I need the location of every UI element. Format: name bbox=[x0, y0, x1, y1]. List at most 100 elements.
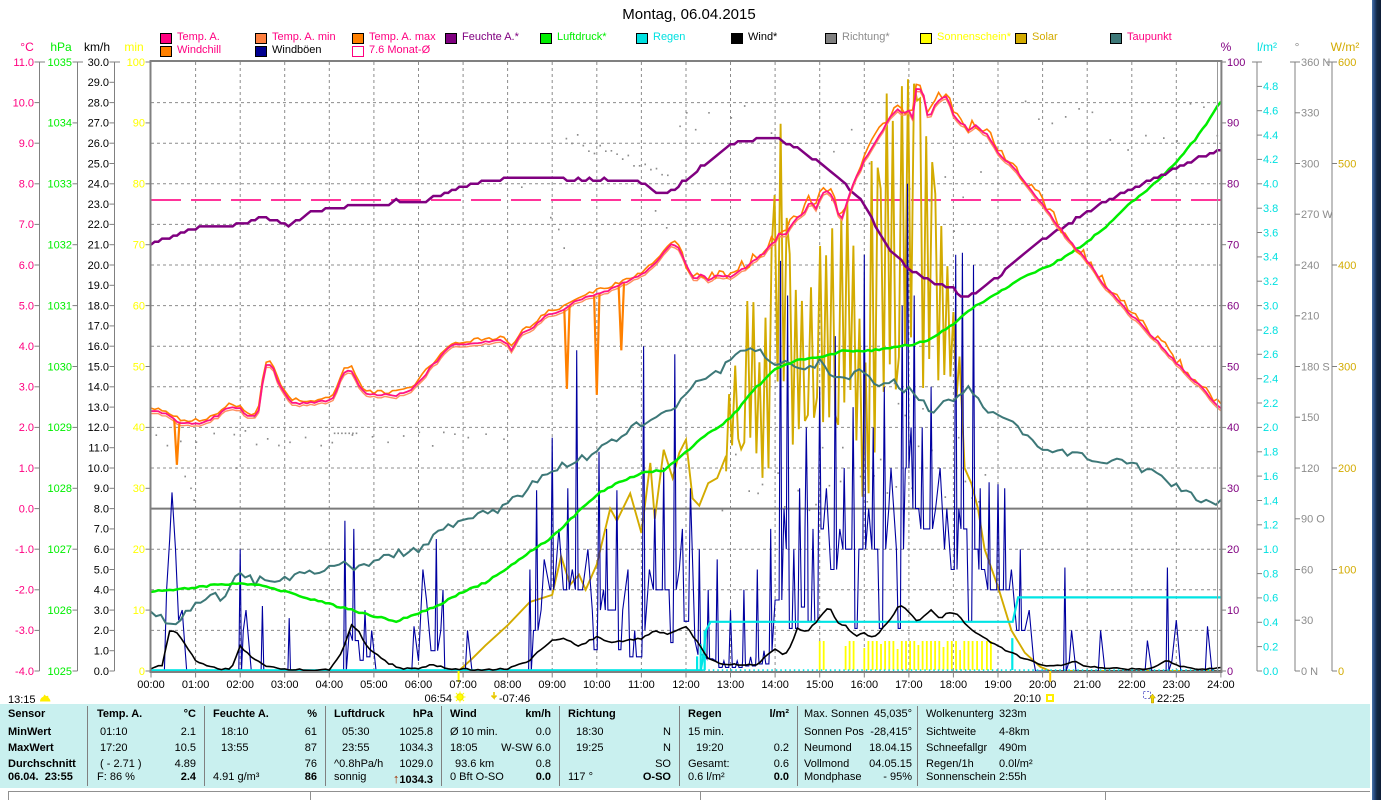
svg-text:10.0: 10.0 bbox=[13, 97, 34, 109]
svg-text:13:15: 13:15 bbox=[8, 694, 36, 706]
svg-text:30: 30 bbox=[133, 483, 145, 495]
svg-text:200: 200 bbox=[1338, 463, 1356, 475]
svg-text:60: 60 bbox=[1301, 564, 1313, 576]
svg-text:210: 210 bbox=[1301, 311, 1319, 323]
svg-text:1033: 1033 bbox=[48, 179, 72, 191]
svg-text:1031: 1031 bbox=[48, 300, 72, 312]
svg-text:4.4: 4.4 bbox=[1263, 130, 1278, 142]
svg-text:23.0: 23.0 bbox=[88, 199, 109, 211]
svg-text:70: 70 bbox=[1227, 240, 1239, 252]
svg-text:4.8: 4.8 bbox=[1263, 81, 1278, 93]
svg-text:12.0: 12.0 bbox=[88, 422, 109, 434]
svg-text:10:00: 10:00 bbox=[583, 679, 611, 691]
svg-text:100: 100 bbox=[1338, 564, 1356, 576]
svg-text:8.0: 8.0 bbox=[19, 179, 34, 191]
svg-text:04:00: 04:00 bbox=[316, 679, 344, 691]
svg-text:240: 240 bbox=[1301, 260, 1319, 272]
svg-text:06:54: 06:54 bbox=[424, 693, 452, 705]
svg-text:300: 300 bbox=[1338, 361, 1356, 373]
svg-text:14:00: 14:00 bbox=[761, 679, 789, 691]
svg-text:20: 20 bbox=[133, 544, 145, 556]
svg-text:min: min bbox=[124, 40, 143, 54]
svg-text:50: 50 bbox=[133, 361, 145, 373]
svg-text:4.0: 4.0 bbox=[94, 585, 109, 597]
svg-text:3.0: 3.0 bbox=[1263, 300, 1278, 312]
svg-text:10.0: 10.0 bbox=[88, 463, 109, 475]
svg-text:hPa: hPa bbox=[50, 40, 72, 54]
svg-text:0.8: 0.8 bbox=[1263, 568, 1278, 580]
svg-text:%: % bbox=[1221, 40, 1232, 54]
svg-text:4.2: 4.2 bbox=[1263, 154, 1278, 166]
svg-text:01:00: 01:00 bbox=[182, 679, 210, 691]
svg-text:1027: 1027 bbox=[48, 544, 72, 556]
svg-text:1034: 1034 bbox=[48, 118, 72, 130]
svg-text:500: 500 bbox=[1338, 158, 1356, 170]
svg-text:24.0: 24.0 bbox=[88, 179, 109, 191]
svg-text:-3.0: -3.0 bbox=[15, 625, 34, 637]
svg-text:1025: 1025 bbox=[48, 666, 72, 678]
svg-text:23:00: 23:00 bbox=[1163, 679, 1191, 691]
svg-text:08:00: 08:00 bbox=[494, 679, 522, 691]
svg-text:W/m²: W/m² bbox=[1331, 40, 1360, 54]
svg-text:270 W: 270 W bbox=[1301, 209, 1333, 221]
svg-text:4.0: 4.0 bbox=[1263, 179, 1278, 191]
svg-text:40: 40 bbox=[1227, 422, 1239, 434]
svg-text:4.6: 4.6 bbox=[1263, 106, 1278, 118]
svg-text:06:00: 06:00 bbox=[405, 679, 433, 691]
svg-text:1.2: 1.2 bbox=[1263, 520, 1278, 532]
svg-text:00:00: 00:00 bbox=[137, 679, 165, 691]
svg-text:27.0: 27.0 bbox=[88, 118, 109, 130]
svg-text:26.0: 26.0 bbox=[88, 138, 109, 150]
svg-text:1.8: 1.8 bbox=[1263, 447, 1278, 459]
svg-text:0: 0 bbox=[1227, 666, 1233, 678]
svg-text:20.0: 20.0 bbox=[88, 260, 109, 272]
svg-text:0.2: 0.2 bbox=[1263, 641, 1278, 653]
svg-text:22.0: 22.0 bbox=[88, 219, 109, 231]
svg-text:10: 10 bbox=[1227, 605, 1239, 617]
svg-text:0.0: 0.0 bbox=[19, 503, 34, 515]
svg-text:29.0: 29.0 bbox=[88, 77, 109, 89]
svg-text:1.6: 1.6 bbox=[1263, 471, 1278, 483]
svg-text:13.0: 13.0 bbox=[88, 402, 109, 414]
svg-text:18.0: 18.0 bbox=[88, 300, 109, 312]
svg-text:100: 100 bbox=[1227, 57, 1245, 69]
svg-text:11.0: 11.0 bbox=[13, 57, 34, 69]
svg-text:02:00: 02:00 bbox=[226, 679, 254, 691]
svg-text:60: 60 bbox=[133, 300, 145, 312]
svg-text:90: 90 bbox=[1227, 118, 1239, 130]
svg-text:90 O: 90 O bbox=[1301, 514, 1325, 526]
svg-text:9.0: 9.0 bbox=[19, 138, 34, 150]
svg-text:14.0: 14.0 bbox=[88, 382, 109, 394]
svg-text:30: 30 bbox=[1301, 615, 1313, 627]
svg-text:1032: 1032 bbox=[48, 240, 72, 252]
svg-text:400: 400 bbox=[1338, 260, 1356, 272]
svg-text:30: 30 bbox=[1227, 483, 1239, 495]
svg-text:8.0: 8.0 bbox=[94, 503, 109, 515]
svg-text:°: ° bbox=[1295, 40, 1300, 54]
svg-text:0.4: 0.4 bbox=[1263, 617, 1278, 629]
svg-text:50: 50 bbox=[1227, 361, 1239, 373]
svg-text:-07:46: -07:46 bbox=[499, 693, 530, 705]
svg-text:13:00: 13:00 bbox=[717, 679, 745, 691]
svg-text:19.0: 19.0 bbox=[88, 280, 109, 292]
svg-text:80: 80 bbox=[1227, 179, 1239, 191]
svg-text:22:25: 22:25 bbox=[1157, 693, 1185, 705]
svg-text:21.0: 21.0 bbox=[88, 240, 109, 252]
svg-text:30.0: 30.0 bbox=[88, 57, 109, 69]
svg-text:-1.0: -1.0 bbox=[15, 544, 34, 556]
svg-text:15:00: 15:00 bbox=[806, 679, 834, 691]
svg-text:21:00: 21:00 bbox=[1073, 679, 1101, 691]
svg-text:1.0: 1.0 bbox=[19, 463, 34, 475]
svg-text:300: 300 bbox=[1301, 158, 1319, 170]
svg-text:3.0: 3.0 bbox=[94, 605, 109, 617]
svg-text:2.6: 2.6 bbox=[1263, 349, 1278, 361]
svg-text:18:00: 18:00 bbox=[940, 679, 968, 691]
svg-text:0: 0 bbox=[139, 666, 145, 678]
svg-text:1035: 1035 bbox=[48, 57, 72, 69]
svg-text:0 N: 0 N bbox=[1301, 666, 1318, 678]
svg-text:20: 20 bbox=[1227, 544, 1239, 556]
svg-text:16:00: 16:00 bbox=[851, 679, 879, 691]
svg-text:90: 90 bbox=[133, 118, 145, 130]
svg-text:2.0: 2.0 bbox=[94, 625, 109, 637]
svg-text:1026: 1026 bbox=[48, 605, 72, 617]
